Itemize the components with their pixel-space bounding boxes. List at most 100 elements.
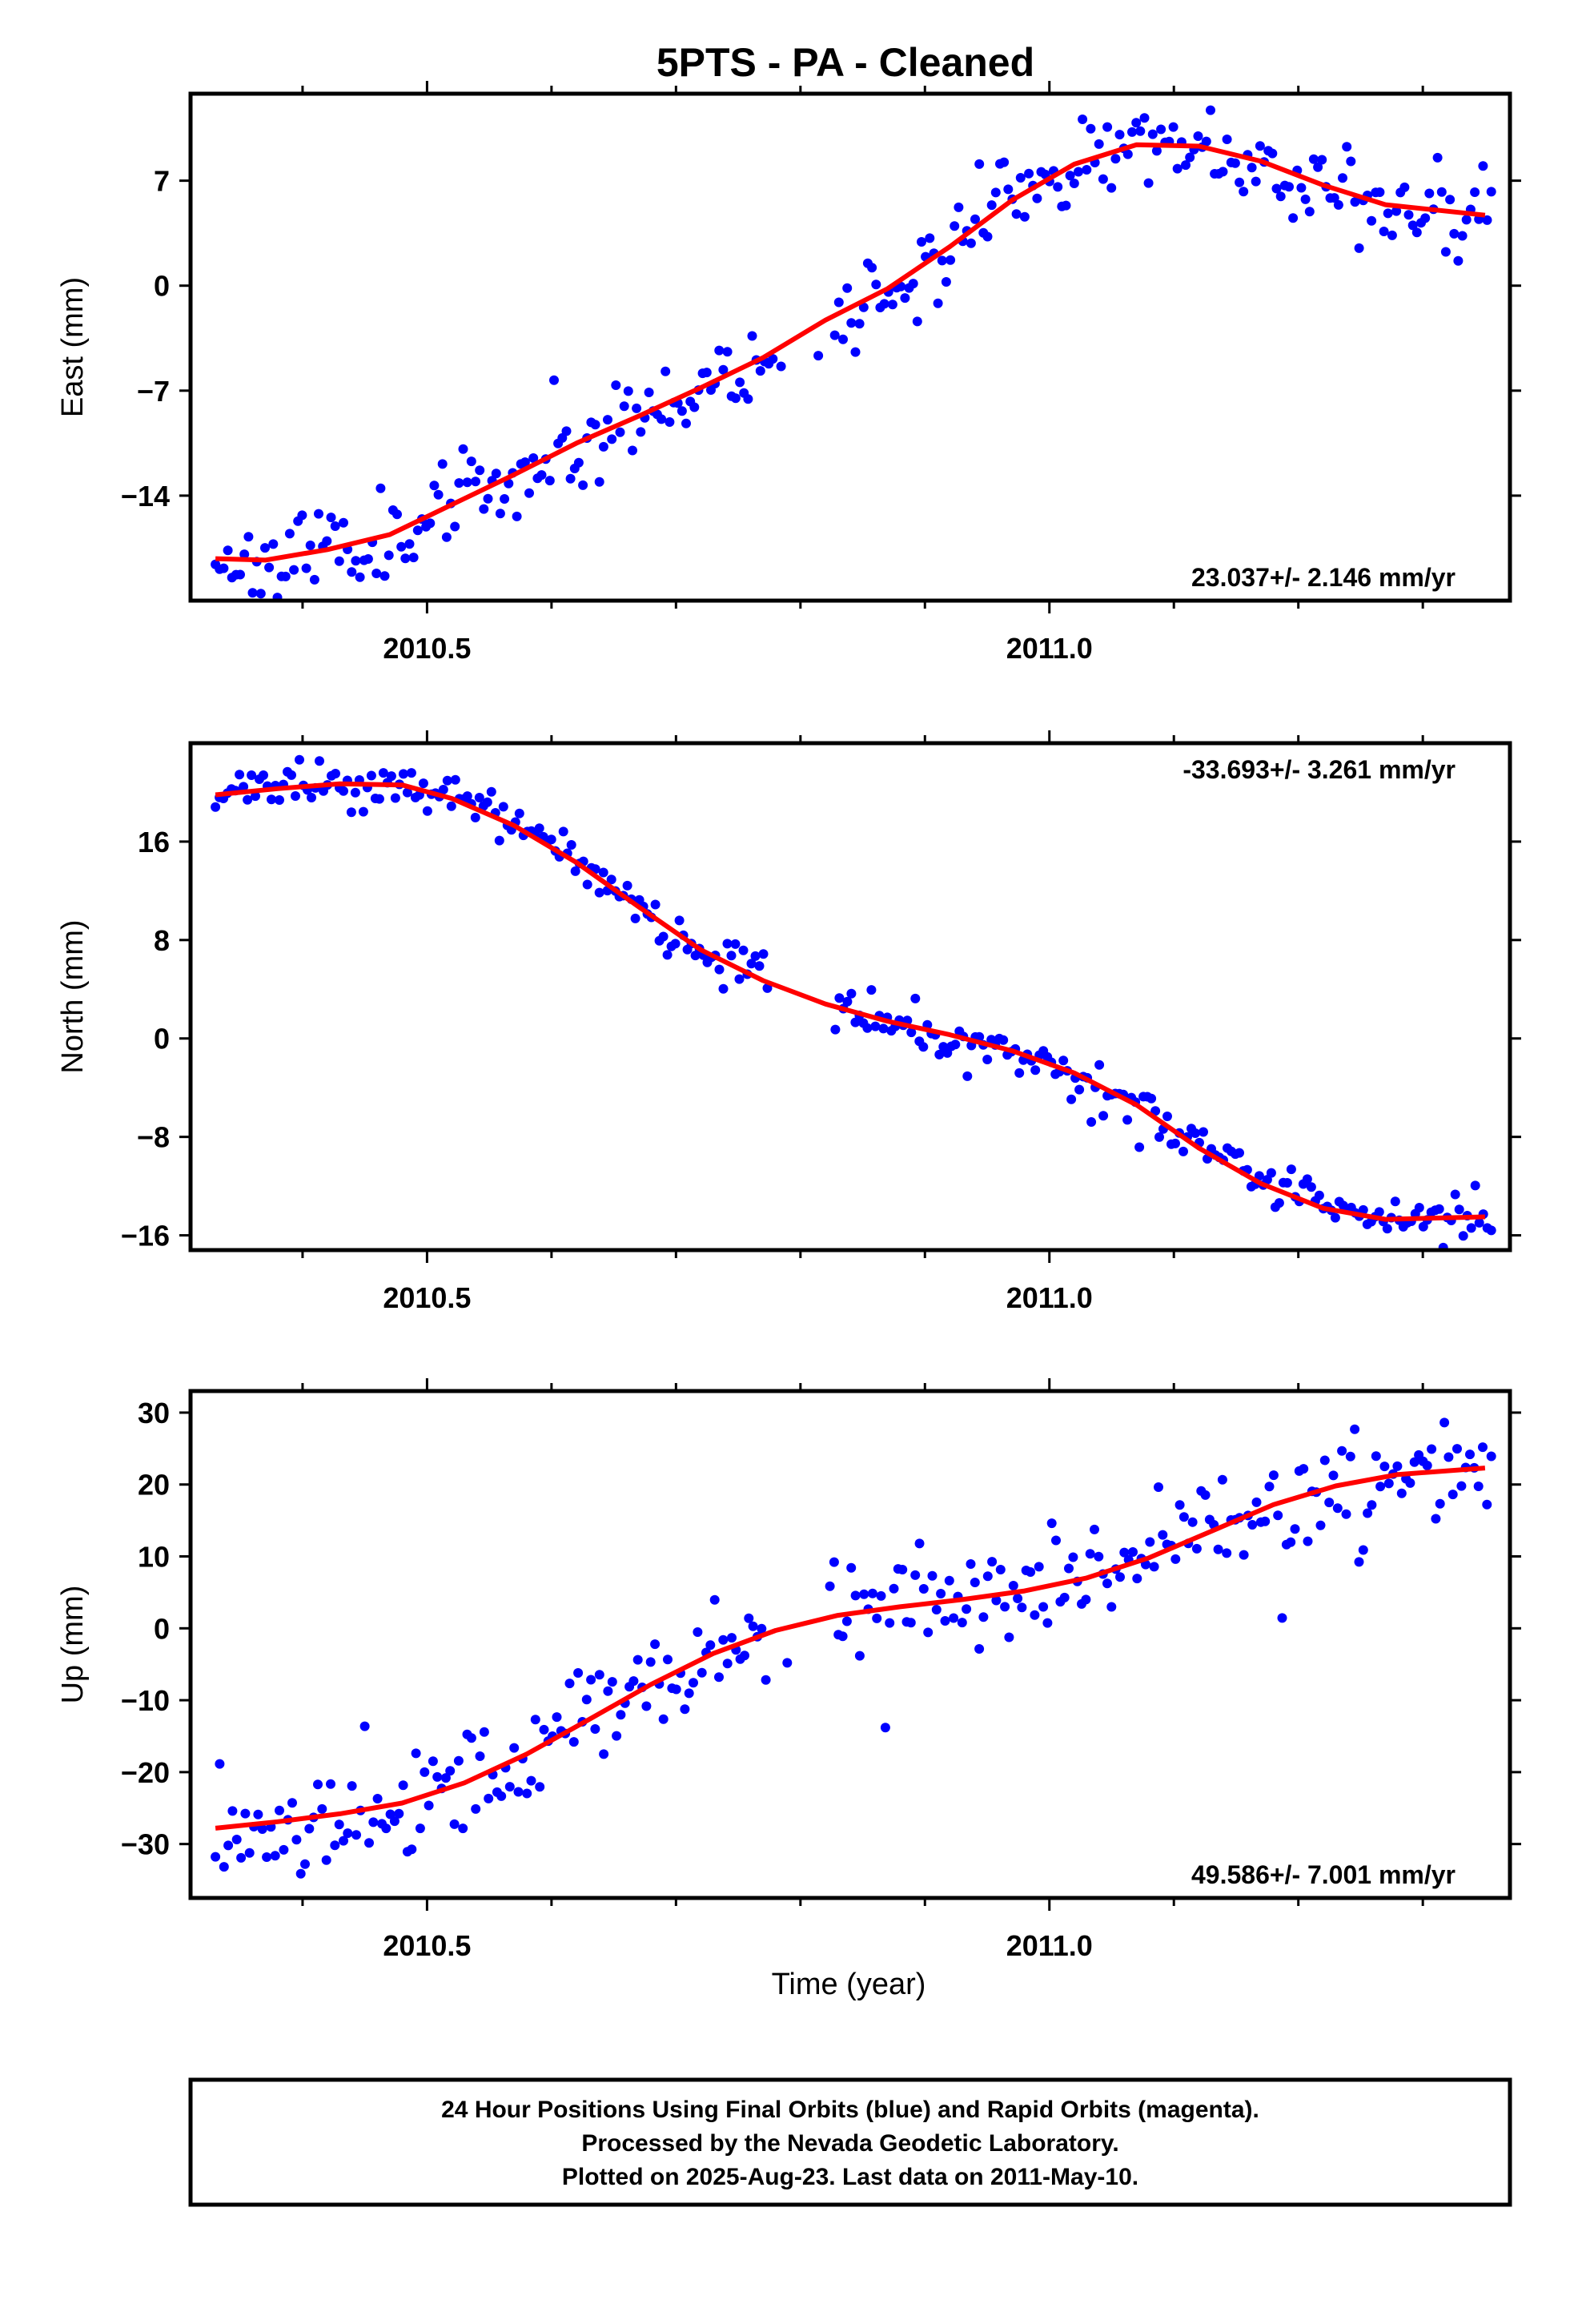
north-x-tick-label: 2011.0 xyxy=(1006,1281,1093,1314)
north-data-point xyxy=(386,771,396,782)
up-data-point xyxy=(987,1557,998,1567)
north-data-point xyxy=(1286,1164,1296,1175)
east-data-point xyxy=(1275,191,1286,202)
east-data-point xyxy=(330,521,340,531)
east-data-point xyxy=(1375,187,1385,197)
up-data-point xyxy=(330,1840,340,1851)
up-data-point xyxy=(829,1557,839,1567)
up-data-point xyxy=(449,1819,460,1829)
north-data-point xyxy=(438,785,448,794)
east-data-point xyxy=(1482,215,1492,225)
east-data-point xyxy=(999,157,1010,167)
east-data-point xyxy=(314,509,323,519)
east-data-point xyxy=(578,480,588,490)
up-data-point xyxy=(876,1590,886,1601)
east-data-point xyxy=(1127,127,1137,137)
east-data-point xyxy=(982,231,993,242)
up-data-point xyxy=(279,1844,289,1855)
up-data-point xyxy=(650,1639,661,1650)
up-data-point xyxy=(757,1623,767,1634)
up-data-point xyxy=(458,1823,468,1834)
up-frame xyxy=(188,1389,1512,1900)
east-data-point xyxy=(1424,188,1435,199)
east-data-point xyxy=(512,511,522,521)
up-data-point xyxy=(991,1595,1002,1606)
up-data-point xyxy=(1191,1543,1202,1554)
up-data-point xyxy=(867,1588,877,1598)
up-data-point xyxy=(1264,1482,1275,1492)
east-data-point xyxy=(619,401,629,412)
east-data-point xyxy=(941,277,951,287)
east-data-point xyxy=(1230,158,1240,168)
x-axis-label: Time (year) xyxy=(772,1968,926,2001)
north-data-point xyxy=(934,1049,945,1059)
north-data-point xyxy=(1178,1146,1188,1156)
east-data-point xyxy=(1181,160,1191,171)
up-data-point xyxy=(1059,1592,1070,1602)
up-data-point xyxy=(1004,1632,1014,1642)
east-data-point xyxy=(284,529,295,539)
east-data-point xyxy=(701,368,712,378)
north-data-point xyxy=(442,775,452,786)
up-data-point xyxy=(227,1806,238,1816)
north-data-point xyxy=(982,1055,993,1064)
up-data-point xyxy=(1128,1547,1138,1557)
up-data-point xyxy=(1332,1503,1343,1514)
east-data-point xyxy=(1110,154,1121,164)
north-data-point xyxy=(1306,1182,1316,1192)
north-y-tick-label: 0 xyxy=(154,1023,170,1055)
east-data-point xyxy=(1478,161,1488,171)
east-data-point xyxy=(661,366,671,376)
north-data-point xyxy=(570,866,580,876)
east-data-point xyxy=(1271,183,1282,194)
east-data-point xyxy=(544,476,555,486)
up-data-point xyxy=(1447,1490,1458,1500)
east-data-point xyxy=(392,509,402,520)
up-y-tick-label: 20 xyxy=(138,1469,170,1502)
up-data-point xyxy=(466,1733,476,1743)
north-data-point xyxy=(722,939,733,949)
up-data-point xyxy=(1158,1530,1168,1540)
east-y-tick-label: 7 xyxy=(154,165,170,198)
east-data-point xyxy=(743,394,753,404)
east-data-point xyxy=(247,588,258,598)
up-data-point xyxy=(1034,1562,1044,1572)
east-data-point xyxy=(677,406,687,416)
up-data-point xyxy=(1383,1478,1394,1489)
north-data-point xyxy=(1030,1065,1041,1076)
east-data-point xyxy=(1147,129,1158,139)
east-data-point xyxy=(297,510,307,521)
north-data-point xyxy=(1122,1115,1133,1125)
east-data-point xyxy=(1387,230,1397,240)
east-data-point xyxy=(925,233,935,243)
up-data-point xyxy=(270,1851,280,1861)
up-data-point xyxy=(1132,1574,1142,1584)
east-data-point xyxy=(1411,227,1422,238)
up-data-point xyxy=(420,1767,430,1777)
up-data-point xyxy=(223,1840,234,1851)
footer-box xyxy=(188,2077,1512,2207)
east-data-point xyxy=(495,509,505,519)
east-data-point xyxy=(1015,173,1026,183)
north-data-point xyxy=(758,949,769,959)
up-data-point xyxy=(1345,1451,1355,1462)
up-data-point xyxy=(705,1640,716,1651)
north-data-point xyxy=(378,768,388,778)
east-data-point xyxy=(1011,209,1022,219)
north-data-point xyxy=(622,880,632,891)
east-data-point xyxy=(383,550,394,561)
up-data-point xyxy=(974,1644,985,1654)
up-data-point xyxy=(1375,1482,1386,1492)
up-data-point xyxy=(1358,1545,1368,1555)
east-data-point xyxy=(681,418,691,428)
up-data-point xyxy=(905,1618,916,1628)
up-x-tick-label: 2011.0 xyxy=(1006,1929,1093,1962)
north-data-point xyxy=(1330,1212,1340,1223)
east-data-point xyxy=(946,255,956,265)
east-data-point xyxy=(1065,171,1075,181)
north-data-point xyxy=(918,1042,929,1052)
up-y-tick-label: 10 xyxy=(138,1541,170,1574)
up-data-point xyxy=(1106,1602,1117,1612)
north-data-point xyxy=(1474,1217,1484,1228)
